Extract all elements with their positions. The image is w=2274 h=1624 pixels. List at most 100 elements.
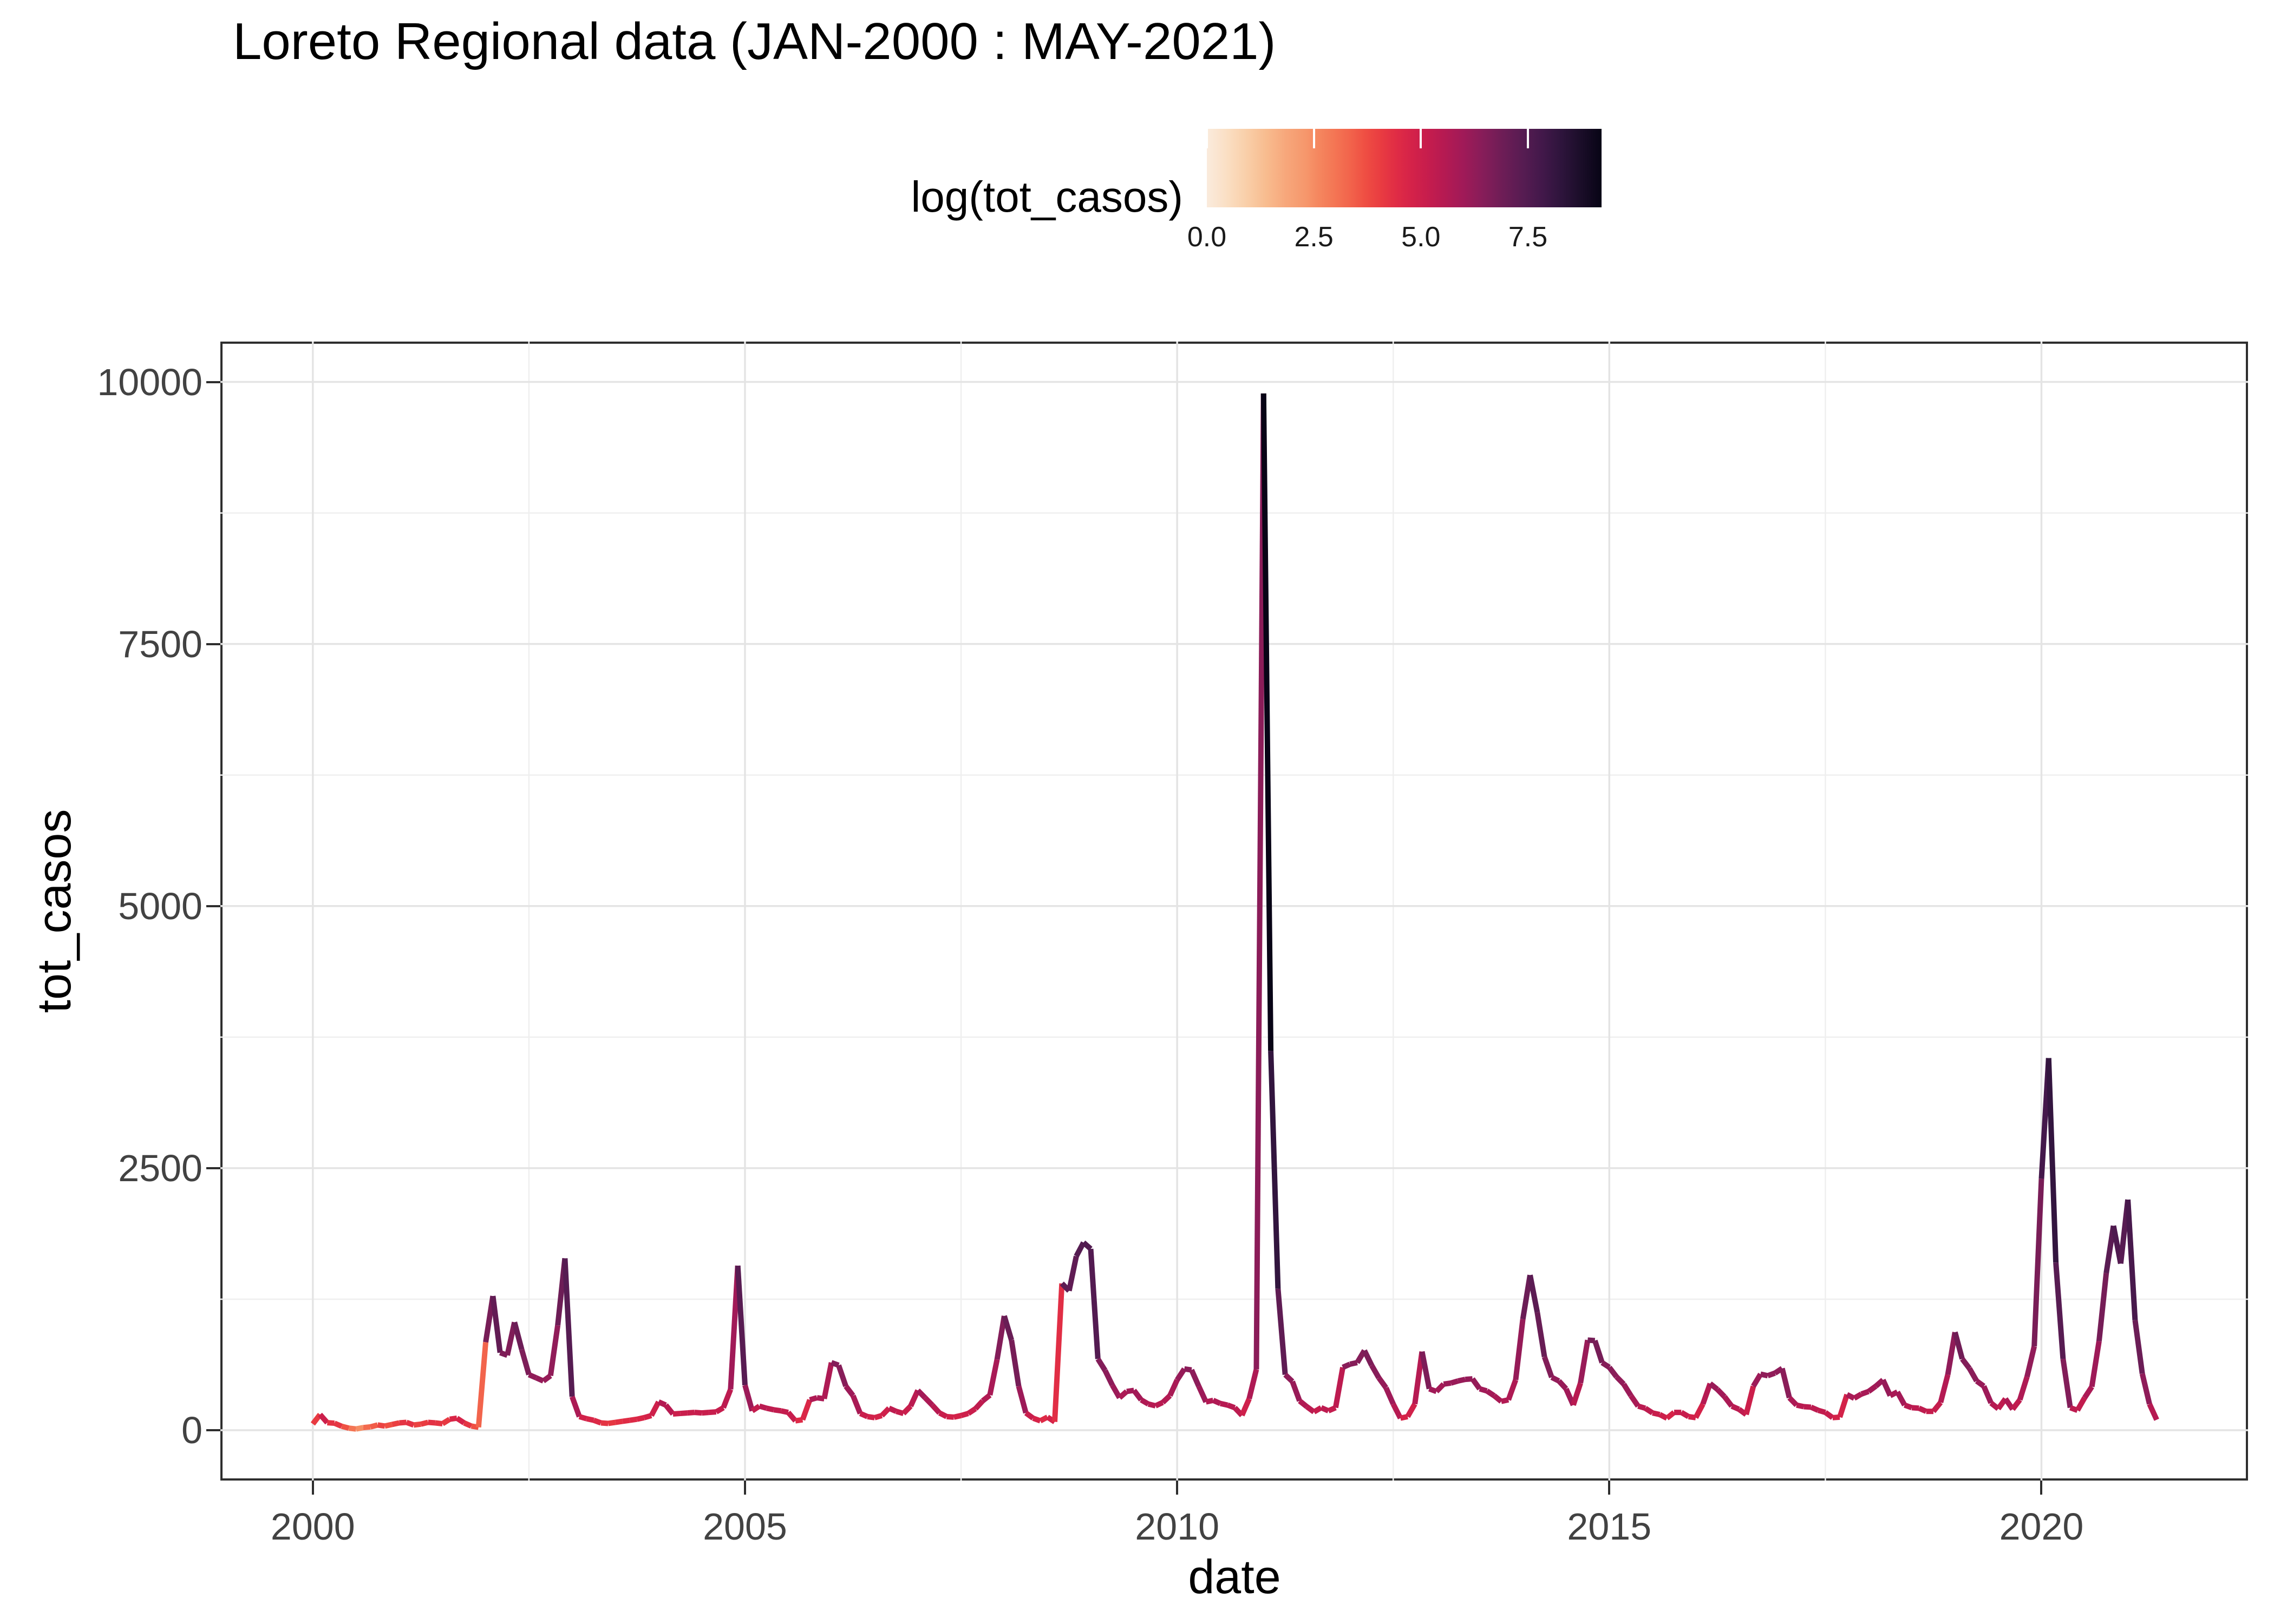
series-segment <box>1219 1400 1229 1408</box>
legend-tick-label: 5.0 <box>1401 221 1441 253</box>
series-segment <box>1846 1392 1855 1401</box>
series-segment <box>333 1420 343 1429</box>
series-segment <box>2096 1273 2109 1341</box>
series-segment <box>1629 1394 1641 1408</box>
series-segment <box>535 1375 545 1384</box>
series-segment <box>1140 1397 1150 1406</box>
series-segment <box>2089 1340 2102 1387</box>
series-segment <box>987 1359 1000 1396</box>
x-axis-title: date <box>1188 1550 1281 1603</box>
legend-tick-label: 2.5 <box>1294 221 1334 253</box>
series-segment <box>406 1419 415 1428</box>
y-tick-label: 0 <box>181 1409 202 1452</box>
series-segment <box>2053 1262 2066 1359</box>
series-segment <box>973 1399 985 1411</box>
x-tick-mark <box>743 1481 746 1495</box>
x-tick-mark <box>2040 1481 2043 1495</box>
series-segment <box>341 1423 350 1431</box>
series-segment <box>1102 1369 1115 1386</box>
series-segment <box>1981 1385 1994 1404</box>
series-segment <box>1174 1367 1187 1381</box>
series-segment <box>780 1408 789 1416</box>
series-segment <box>318 1412 330 1425</box>
series-segment <box>1369 1364 1381 1379</box>
series-segment <box>1246 1368 1259 1400</box>
series-segment <box>930 1403 942 1415</box>
series-segment <box>1205 1397 1214 1405</box>
series-segment <box>1967 1367 1979 1383</box>
series-segment <box>607 1419 616 1426</box>
legend-tick-label: 0.0 <box>1187 221 1227 253</box>
series-segment <box>592 1417 602 1426</box>
series-segment <box>413 1421 421 1428</box>
series-segment <box>1196 1385 1208 1403</box>
series-segment <box>1621 1383 1633 1397</box>
series-segment <box>1803 1404 1812 1410</box>
series-segment <box>821 1362 834 1399</box>
legend-colorbar-tick <box>1527 129 1529 148</box>
series-segment <box>475 1341 489 1428</box>
series-segment <box>1578 1339 1591 1384</box>
series-segment <box>1767 1370 1776 1379</box>
series-segment <box>490 1295 503 1353</box>
series-segment <box>1320 1405 1330 1413</box>
series-segment <box>672 1411 681 1417</box>
series-segment <box>1715 1387 1727 1399</box>
series-segment <box>816 1395 825 1402</box>
series-segment <box>1587 1337 1596 1344</box>
series-segment <box>2069 1405 2079 1413</box>
series-segment <box>512 1321 525 1351</box>
series-segment <box>1253 393 1266 1370</box>
series-segment <box>1809 1404 1820 1413</box>
series-segment <box>1506 1379 1519 1401</box>
series-segment <box>1867 1384 1878 1394</box>
series-segment <box>1126 1387 1135 1394</box>
series-segment <box>1592 1339 1605 1364</box>
series-segment <box>1615 1374 1626 1386</box>
series-segment <box>615 1418 623 1425</box>
series-segment <box>830 1360 840 1368</box>
series-segment <box>1975 1378 1985 1389</box>
series-segment <box>2010 1398 2022 1411</box>
series-segment <box>449 1415 458 1422</box>
series-segment <box>694 1410 702 1416</box>
series-segment <box>657 1399 667 1408</box>
series-segment <box>1730 1403 1740 1412</box>
series-segment <box>1479 1386 1488 1394</box>
legend-colorbar-tick <box>1420 129 1422 148</box>
series-segment <box>663 1403 675 1416</box>
legend-colorbar-tick <box>1312 129 1315 148</box>
series-segment <box>1722 1395 1734 1408</box>
series-segment <box>923 1396 935 1407</box>
series-segment <box>1412 1351 1425 1405</box>
series-segment <box>1298 1398 1309 1409</box>
series-segment <box>1751 1372 1763 1388</box>
series-segment <box>721 1388 734 1409</box>
series-segment <box>1637 1403 1646 1411</box>
series-segment <box>1796 1402 1805 1410</box>
series-segment <box>1419 1351 1432 1390</box>
series-segment <box>369 1422 378 1430</box>
plot-panel <box>220 342 2248 1481</box>
series-segment <box>1837 1393 1850 1418</box>
series-segment <box>1779 1367 1792 1399</box>
series-segment <box>1095 1357 1108 1372</box>
series-segment <box>1290 1380 1302 1402</box>
series-segment <box>1268 1050 1281 1289</box>
y-tick-mark <box>206 643 220 645</box>
series-segment <box>994 1315 1007 1360</box>
legend-title: log(tot_casos) <box>911 173 1183 221</box>
series-segment <box>1960 1357 1972 1370</box>
series-segment <box>1550 1374 1560 1384</box>
series-segment <box>1088 1248 1101 1359</box>
series-segment <box>1832 1414 1840 1420</box>
series-segment <box>1189 1368 1201 1387</box>
series-segment <box>1400 1413 1408 1421</box>
series-segment <box>1470 1377 1482 1391</box>
series-segment <box>687 1410 695 1416</box>
y-axis-title: tot_casos <box>27 809 81 1013</box>
series-segment <box>2147 1403 2159 1421</box>
x-tick-mark <box>1608 1481 1611 1495</box>
series-segment <box>441 1417 452 1426</box>
series-segment <box>1260 393 1274 1051</box>
